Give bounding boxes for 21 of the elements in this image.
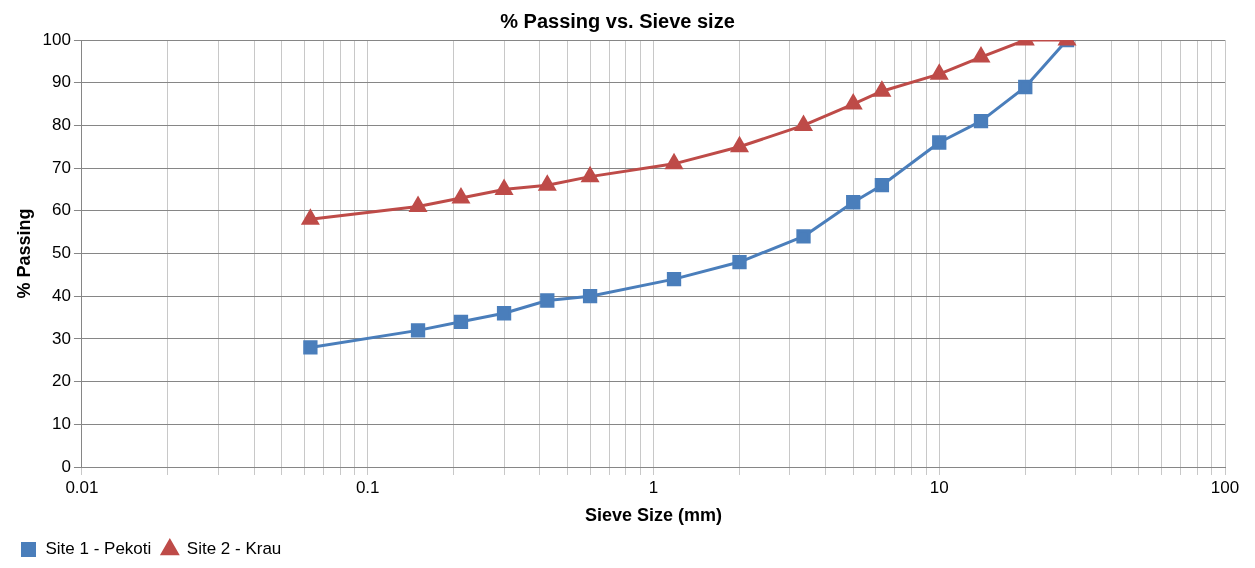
y-tick-label: 20 <box>52 371 71 391</box>
x-tick-label: 1 <box>648 477 659 497</box>
x-tick-label: 0.1 <box>355 477 380 497</box>
y-tick-label: 100 <box>42 29 71 49</box>
y-tick-label: 50 <box>52 243 71 263</box>
legend-label: Site 2 - Krau <box>186 539 282 559</box>
y-tick-label: 10 <box>52 413 71 433</box>
y-tick-label: 0 <box>61 456 71 476</box>
y-tick-label: 70 <box>52 157 71 177</box>
y-tick-label: 90 <box>52 72 71 92</box>
y-axis-title: % Passing <box>13 208 34 299</box>
legend-label: Site 1 - Pekoti <box>45 539 152 559</box>
x-tick-label: 100 <box>1210 477 1240 497</box>
y-tick-label: 30 <box>52 328 71 348</box>
y-tick-label: 80 <box>52 115 71 135</box>
y-tick-label: 60 <box>52 200 71 220</box>
chart-title: % Passing vs. Sieve size <box>500 9 735 32</box>
x-axis-title: Sieve Size (mm) <box>584 505 723 526</box>
x-tick-label: 0.01 <box>65 477 99 497</box>
y-tick-label: 40 <box>52 285 71 305</box>
x-tick-label: 10 <box>929 477 949 497</box>
